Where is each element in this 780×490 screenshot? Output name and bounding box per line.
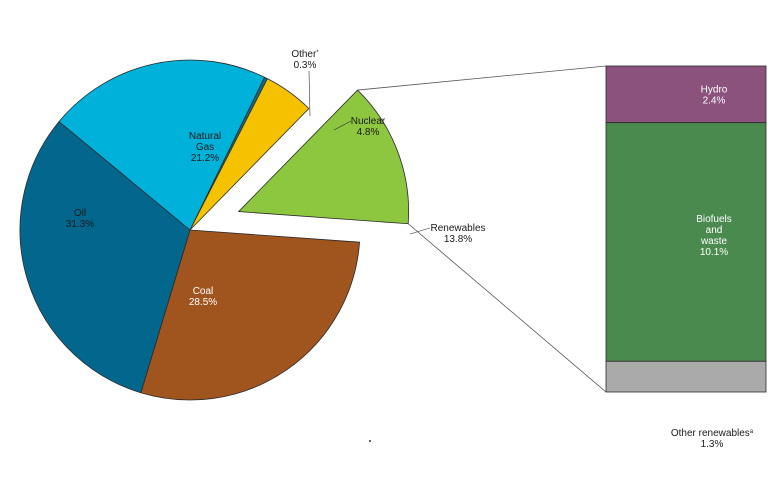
data-labels: Natural Gas 21.2% Oil 31.3% Coal 28.5% Other* 0.…: [66, 49, 754, 450]
pie-slice-oil: [19, 121, 191, 394]
bar-segment-biofuels-and-waste: [605, 122, 767, 362]
breakdown-connector-lines: [357, 65, 607, 393]
leader-line-nuclear: [333, 120, 352, 131]
stray-dot: [369, 440, 371, 442]
pie-chart: [19, 59, 410, 401]
bar-segment-hydro: [605, 65, 767, 124]
label-hydro: Hydro 2.4%: [701, 84, 728, 106]
label-biofuels-and-waste: Biofuels and waste 10.1%: [696, 214, 732, 258]
connector-line-top: [357, 65, 607, 91]
label-other: Other* 0.3%: [291, 49, 319, 71]
pie-slice-renewables: [237, 89, 410, 225]
pie-slice-natural-gas: [58, 59, 266, 231]
connector-line-bottom: [407, 223, 607, 393]
label-coal: Coal 28.5%: [189, 286, 217, 308]
label-nuclear: Nuclear 4.8%: [351, 116, 386, 138]
label-oil: Oil 31.3%: [66, 208, 94, 230]
renewables-breakdown-bar: [605, 65, 767, 393]
leader-line-renewables: [409, 227, 431, 235]
label-natural-gas: Natural Gas 21.2%: [189, 131, 221, 164]
pie-slice-nuclear: [189, 78, 310, 231]
leader-line-other: [308, 70, 311, 117]
label-renewables: Renewables 13.8%: [430, 223, 485, 245]
bar-segment-other-renewables: [605, 360, 767, 393]
pie-slice-coal: [140, 229, 360, 401]
label-other-renewables: Other renewablesa 1.3%: [671, 428, 754, 450]
